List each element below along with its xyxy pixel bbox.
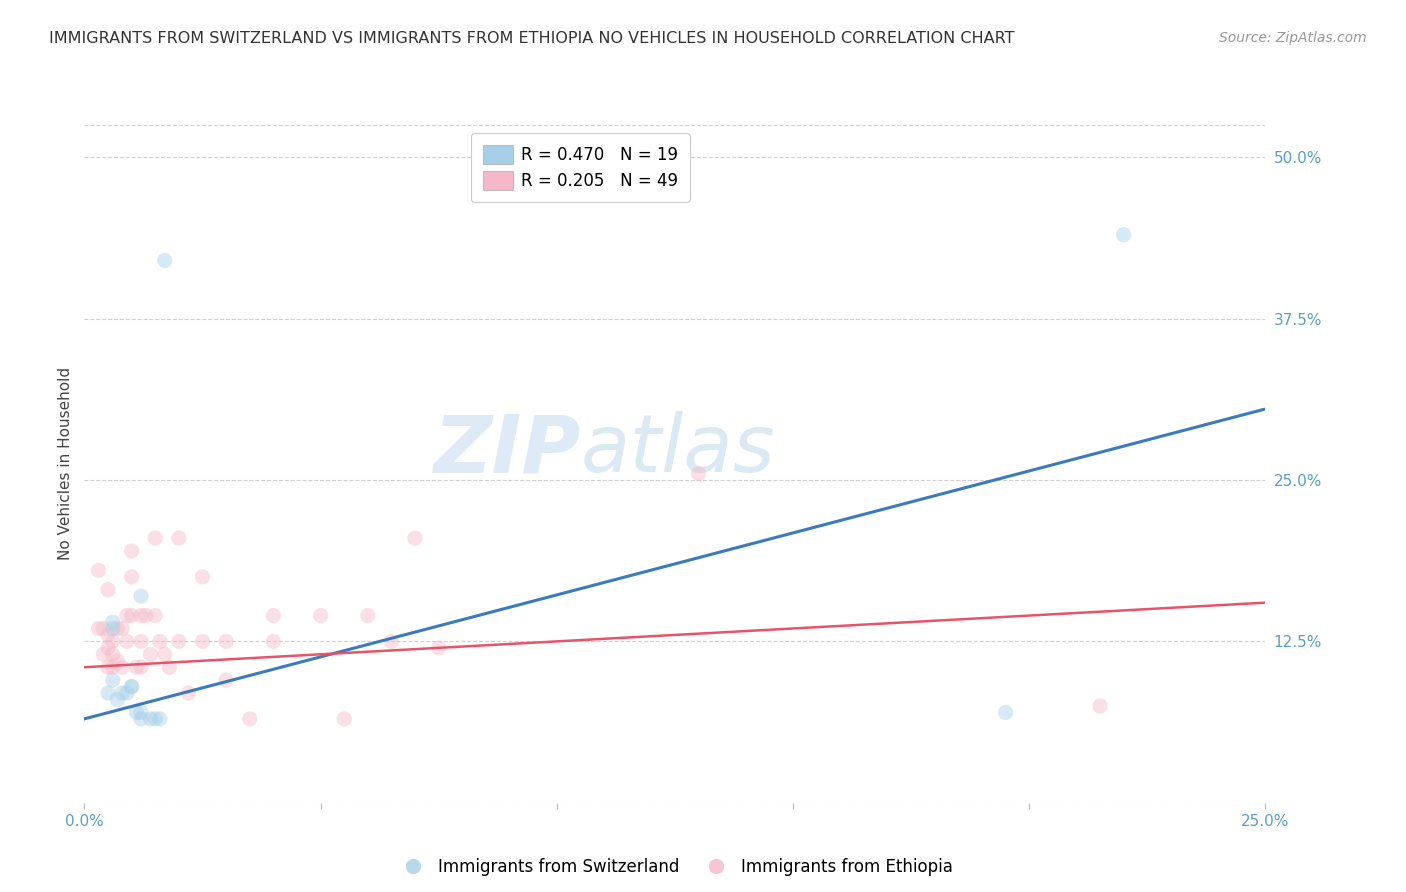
Point [121, 544, 143, 558]
Point [101, 673, 124, 687]
Point [121, 680, 143, 694]
Point [135, 608, 157, 623]
Point [107, 622, 129, 636]
Point [215, 634, 238, 648]
Point [153, 648, 176, 662]
Point [129, 634, 152, 648]
Point [111, 686, 134, 700]
Point [101, 615, 124, 629]
Point [121, 608, 143, 623]
Point [91, 622, 114, 636]
Text: ZIP: ZIP [433, 411, 581, 490]
Point [157, 660, 180, 674]
Point [87, 622, 110, 636]
Point [333, 712, 356, 726]
Text: IMMIGRANTS FROM SWITZERLAND VS IMMIGRANTS FROM ETHIOPIA NO VEHICLES IN HOUSEHOLD: IMMIGRANTS FROM SWITZERLAND VS IMMIGRANT… [49, 31, 1015, 46]
Point [101, 648, 124, 662]
Point [121, 680, 143, 694]
Point [101, 634, 124, 648]
Point [688, 467, 710, 481]
Point [139, 648, 162, 662]
Point [101, 660, 124, 674]
Point [1088, 698, 1111, 713]
Point [129, 660, 152, 674]
Point [239, 712, 262, 726]
Point [129, 608, 152, 623]
Text: Source: ZipAtlas.com: Source: ZipAtlas.com [1219, 31, 1367, 45]
Point [143, 531, 166, 545]
Point [115, 634, 138, 648]
Point [1112, 227, 1135, 242]
Point [191, 634, 214, 648]
Point [97, 660, 120, 674]
Point [149, 712, 172, 726]
Point [107, 692, 129, 706]
Point [149, 634, 172, 648]
Point [115, 608, 138, 623]
Point [262, 608, 284, 623]
Point [107, 654, 129, 668]
Point [167, 634, 190, 648]
Point [357, 608, 380, 623]
Point [994, 706, 1017, 720]
Point [91, 648, 114, 662]
Point [139, 712, 162, 726]
Point [404, 531, 426, 545]
Point [191, 570, 214, 584]
Point [177, 686, 200, 700]
Point [309, 608, 332, 623]
Text: atlas: atlas [581, 411, 775, 490]
Point [121, 570, 143, 584]
Point [87, 563, 110, 577]
Point [111, 622, 134, 636]
Point [125, 706, 148, 720]
Point [125, 660, 148, 674]
Point [427, 640, 450, 655]
Point [97, 640, 120, 655]
Point [262, 634, 284, 648]
Y-axis label: No Vehicles in Household: No Vehicles in Household [58, 368, 73, 560]
Point [143, 608, 166, 623]
Point [129, 712, 152, 726]
Point [215, 673, 238, 687]
Point [97, 686, 120, 700]
Point [167, 531, 190, 545]
Point [97, 582, 120, 597]
Point [115, 686, 138, 700]
Legend: Immigrants from Switzerland, Immigrants from Ethiopia: Immigrants from Switzerland, Immigrants … [389, 851, 960, 882]
Point [143, 712, 166, 726]
Point [380, 634, 402, 648]
Point [129, 706, 152, 720]
Point [111, 660, 134, 674]
Point [97, 628, 120, 642]
Point [153, 253, 176, 268]
Point [101, 622, 124, 636]
Point [129, 589, 152, 603]
